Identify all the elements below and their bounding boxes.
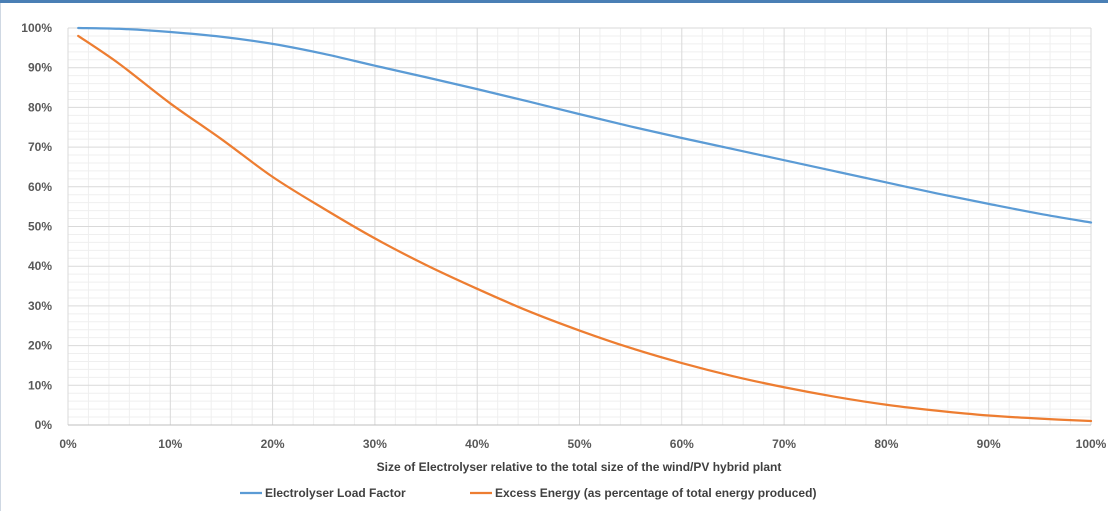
x-tick-label: 70% bbox=[772, 437, 796, 451]
y-tick-label: 80% bbox=[28, 100, 52, 114]
x-tick-label: 40% bbox=[465, 437, 489, 451]
legend: Electrolyser Load Factor Excess Energy (a… bbox=[240, 486, 816, 500]
series-lines bbox=[77, 26, 1093, 423]
y-tick-label: 50% bbox=[28, 220, 52, 234]
x-tick-label: 0% bbox=[59, 437, 77, 451]
x-axis-title: Size of Electrolyser relative to the tot… bbox=[377, 460, 782, 474]
x-tick-label: 90% bbox=[977, 437, 1001, 451]
x-tick-label: 50% bbox=[567, 437, 591, 451]
series-line-1 bbox=[77, 26, 1093, 224]
y-tick-label: 10% bbox=[28, 378, 52, 392]
x-tick-label: 100% bbox=[1076, 437, 1107, 451]
x-tick-label: 20% bbox=[261, 437, 285, 451]
y-axis-ticks: 0% 10% 20% 30% 40% 50% 60% 70% 80% 90% 100% bbox=[21, 21, 52, 432]
y-tick-label: 60% bbox=[28, 180, 52, 194]
y-tick-label: 20% bbox=[28, 339, 52, 353]
y-tick-label: 100% bbox=[21, 21, 52, 35]
x-tick-label: 30% bbox=[363, 437, 387, 451]
x-tick-label: 60% bbox=[670, 437, 694, 451]
y-tick-label: 70% bbox=[28, 140, 52, 154]
y-tick-label: 30% bbox=[28, 299, 52, 313]
y-tick-label: 40% bbox=[28, 259, 52, 273]
legend-label-1: Electrolyser Load Factor bbox=[265, 486, 406, 500]
y-tick-label: 90% bbox=[28, 61, 52, 75]
x-tick-label: 10% bbox=[158, 437, 182, 451]
x-tick-label: 80% bbox=[874, 437, 898, 451]
legend-label-2: Excess Energy (as percentage of total en… bbox=[495, 486, 816, 500]
top-border bbox=[0, 0, 1108, 3]
major-gridlines bbox=[67, 27, 1092, 426]
series-line-2 bbox=[77, 34, 1093, 423]
x-axis-ticks: 0% 10% 20% 30% 40% 50% 60% 70% 80% 90% 100% bbox=[59, 437, 1106, 451]
left-border bbox=[0, 3, 1, 511]
y-tick-label: 0% bbox=[35, 418, 53, 432]
